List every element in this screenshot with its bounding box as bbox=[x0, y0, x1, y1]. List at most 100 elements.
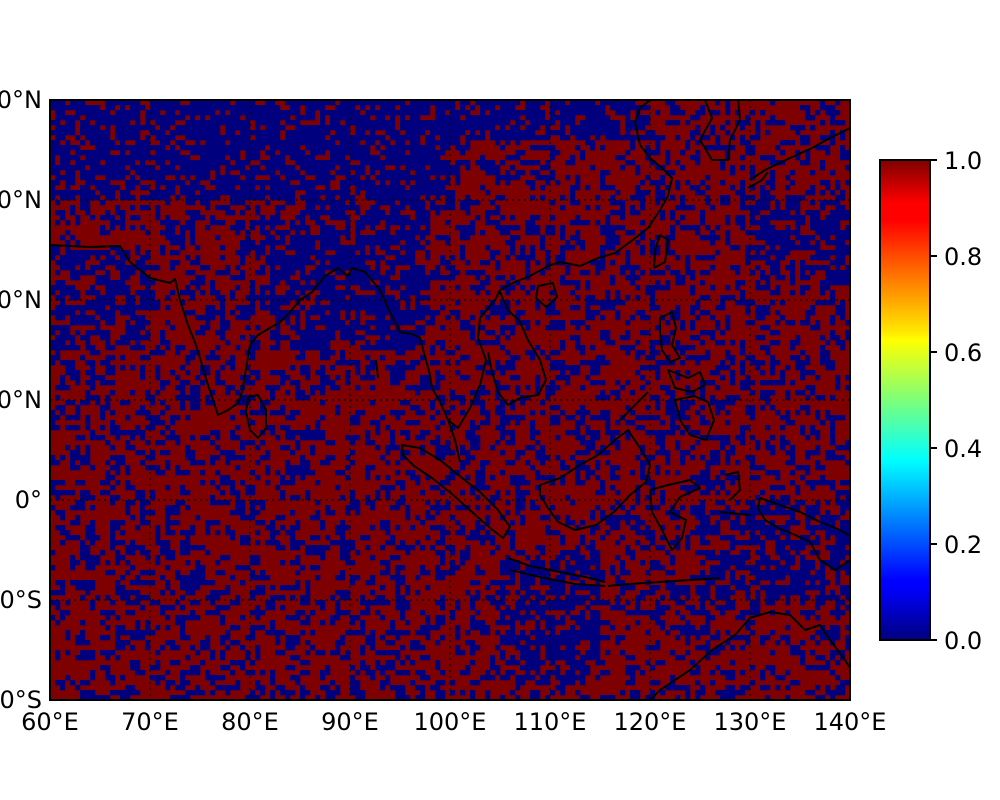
heatmap-cell bbox=[460, 150, 466, 156]
heatmap-cell bbox=[345, 175, 351, 181]
heatmap-cell bbox=[155, 190, 161, 196]
heatmap-cell bbox=[180, 140, 186, 146]
heatmap-cell bbox=[50, 285, 56, 291]
heatmap-cell bbox=[140, 175, 146, 181]
heatmap-cell bbox=[810, 220, 816, 226]
heatmap-cell bbox=[325, 175, 331, 181]
heatmap-cell bbox=[355, 155, 361, 161]
heatmap-cell bbox=[645, 415, 651, 421]
heatmap-cell bbox=[75, 110, 81, 116]
heatmap-cell bbox=[355, 320, 361, 326]
heatmap-cell bbox=[65, 425, 71, 431]
heatmap-cell bbox=[740, 200, 746, 206]
heatmap-cell bbox=[800, 360, 806, 366]
heatmap-cell bbox=[500, 345, 506, 351]
heatmap-cell bbox=[110, 145, 116, 151]
heatmap-cell bbox=[335, 115, 341, 121]
heatmap-cell bbox=[510, 415, 516, 421]
heatmap-cell bbox=[740, 370, 746, 376]
heatmap-cell bbox=[190, 210, 196, 216]
heatmap-cell bbox=[565, 280, 571, 286]
heatmap-cell bbox=[50, 170, 56, 176]
heatmap-cell bbox=[75, 260, 81, 266]
heatmap-cell bbox=[450, 205, 456, 211]
heatmap-cell bbox=[750, 215, 756, 221]
heatmap-cell bbox=[70, 275, 76, 281]
heatmap-cell bbox=[445, 410, 451, 416]
heatmap-cell bbox=[665, 250, 671, 256]
heatmap-cell bbox=[655, 140, 661, 146]
heatmap-cell bbox=[740, 280, 746, 286]
heatmap-cell bbox=[370, 180, 376, 186]
heatmap-cell bbox=[135, 125, 141, 131]
heatmap-cell bbox=[450, 190, 456, 196]
heatmap-cell bbox=[510, 130, 516, 136]
heatmap-cell bbox=[105, 165, 111, 171]
heatmap-cell bbox=[365, 325, 371, 331]
heatmap-cell bbox=[635, 295, 641, 301]
heatmap-cell bbox=[380, 125, 386, 131]
heatmap-cell bbox=[510, 330, 516, 336]
heatmap-cell bbox=[420, 340, 426, 346]
heatmap-cell bbox=[525, 325, 531, 331]
heatmap-cell bbox=[330, 280, 336, 286]
heatmap-cell bbox=[80, 150, 86, 156]
heatmap-cell bbox=[235, 160, 241, 166]
heatmap-cell bbox=[95, 155, 101, 161]
heatmap-cell bbox=[505, 415, 511, 421]
heatmap-cell bbox=[490, 170, 496, 176]
heatmap-cell bbox=[110, 430, 116, 436]
heatmap-cell bbox=[250, 175, 256, 181]
heatmap-cell bbox=[605, 420, 611, 426]
heatmap-cell bbox=[50, 290, 56, 296]
heatmap-cell bbox=[395, 150, 401, 156]
heatmap-cell bbox=[460, 100, 466, 106]
heatmap-cell bbox=[620, 205, 626, 211]
heatmap-cell bbox=[165, 185, 171, 191]
heatmap-cell bbox=[580, 385, 586, 391]
heatmap-cell bbox=[385, 340, 391, 346]
heatmap-cell bbox=[690, 285, 696, 291]
heatmap-cell bbox=[770, 250, 776, 256]
heatmap-cell bbox=[200, 315, 206, 321]
heatmap-cell bbox=[695, 150, 701, 156]
heatmap-cell bbox=[415, 330, 421, 336]
heatmap-cell bbox=[85, 185, 91, 191]
heatmap-cell bbox=[600, 225, 606, 231]
heatmap-cell bbox=[460, 105, 466, 111]
heatmap-cell bbox=[285, 170, 291, 176]
heatmap-cell bbox=[370, 300, 376, 306]
heatmap-cell bbox=[380, 105, 386, 111]
heatmap-cell bbox=[320, 400, 326, 406]
heatmap-cell bbox=[120, 215, 126, 221]
heatmap-cell bbox=[355, 305, 361, 311]
heatmap-cell bbox=[770, 210, 776, 216]
heatmap-cell bbox=[415, 225, 421, 231]
heatmap-cell bbox=[90, 430, 96, 436]
heatmap-cell bbox=[280, 220, 286, 226]
heatmap-cell bbox=[120, 195, 126, 201]
heatmap-cell bbox=[300, 355, 306, 361]
heatmap-cell bbox=[385, 345, 391, 351]
heatmap-cell bbox=[190, 280, 196, 286]
heatmap-cell bbox=[135, 145, 141, 151]
heatmap-cell bbox=[345, 170, 351, 176]
heatmap-cell bbox=[505, 335, 511, 341]
heatmap-cell bbox=[90, 175, 96, 181]
heatmap-cell bbox=[600, 170, 606, 176]
heatmap-cell bbox=[90, 380, 96, 386]
heatmap-cell bbox=[680, 205, 686, 211]
heatmap-cell bbox=[840, 240, 846, 246]
heatmap-cell bbox=[85, 205, 91, 211]
heatmap-cell bbox=[775, 210, 781, 216]
heatmap-cell bbox=[360, 135, 366, 141]
heatmap-cell bbox=[415, 105, 421, 111]
heatmap-cell bbox=[770, 235, 776, 241]
heatmap-cell bbox=[510, 105, 516, 111]
heatmap-cell bbox=[340, 360, 346, 366]
heatmap-cell bbox=[135, 335, 141, 341]
heatmap-cell bbox=[495, 410, 501, 416]
heatmap-cell bbox=[465, 225, 471, 231]
heatmap-cell bbox=[680, 325, 686, 331]
heatmap-cell bbox=[215, 205, 221, 211]
